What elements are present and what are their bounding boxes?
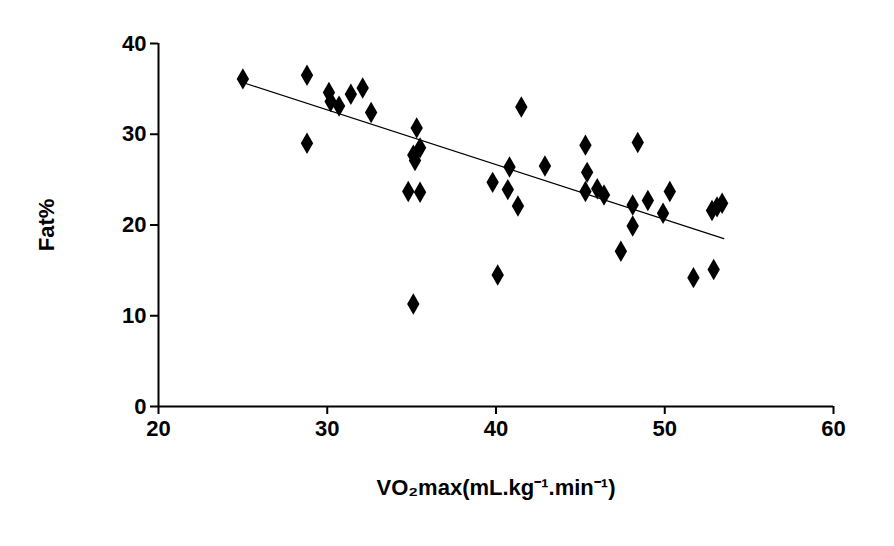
svg-text:VO₂max(mL.kg⁻¹.min⁻¹): VO₂max(mL.kg⁻¹.min⁻¹) — [377, 475, 616, 500]
svg-text:20: 20 — [146, 416, 170, 441]
svg-text:40: 40 — [484, 416, 508, 441]
svg-text:30: 30 — [315, 416, 339, 441]
svg-text:50: 50 — [653, 416, 677, 441]
svg-text:30: 30 — [122, 121, 146, 146]
svg-text:40: 40 — [122, 31, 146, 56]
svg-text:Fat%: Fat% — [34, 199, 59, 252]
svg-text:10: 10 — [122, 303, 146, 328]
svg-text:20: 20 — [122, 212, 146, 237]
svg-text:60: 60 — [821, 416, 845, 441]
svg-text:0: 0 — [134, 394, 146, 419]
